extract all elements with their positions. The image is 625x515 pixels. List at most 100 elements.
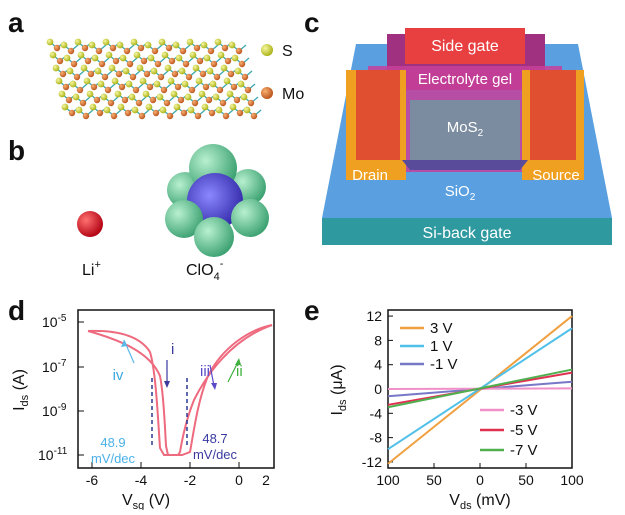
s-atom — [153, 80, 161, 88]
mo-atom — [107, 99, 115, 107]
mo-atom — [193, 44, 201, 52]
s-atom — [186, 38, 194, 46]
back-gate-front-face — [322, 218, 612, 245]
sio2-label: SiO2 — [445, 183, 476, 203]
transfer-curve-chart: 10-5 10-7 10-9 10-11 -6 -4 -2 0 2 Vsg (V… — [11, 309, 275, 512]
mo-atom — [160, 86, 168, 94]
s-atom — [139, 77, 147, 85]
mo-atom — [157, 73, 165, 81]
mo-atom — [208, 109, 216, 117]
s-atom — [198, 90, 206, 98]
mo-atom — [196, 57, 204, 65]
s-atom — [66, 67, 74, 75]
mo-atom — [191, 99, 199, 107]
s-atom — [226, 90, 234, 98]
mo-atom — [163, 99, 171, 107]
s-atom — [159, 106, 167, 114]
legend-label: -3 V — [510, 402, 538, 419]
oxygen-atom-icon — [231, 199, 269, 237]
oxygen-atom-icon — [165, 200, 203, 238]
legend-label: -1 V — [430, 356, 458, 373]
mo-atom — [95, 47, 103, 55]
mo-atom — [171, 70, 179, 78]
s-atom — [88, 41, 96, 49]
legend-label: -5 V — [510, 422, 538, 439]
mo-atom — [165, 44, 173, 52]
mo-atom — [182, 60, 190, 68]
electrolyte-gel-label: Electrolyte gel — [418, 71, 512, 88]
x-axis-ticks: 100 50 0 50 100 — [376, 463, 584, 488]
mo-atom — [188, 86, 196, 94]
sweep-label-i: i — [171, 341, 174, 358]
y-tick-label: -8 — [370, 430, 383, 446]
s-atom — [72, 93, 80, 101]
mo-atom — [213, 73, 221, 81]
s-atom — [217, 51, 225, 59]
y-tick-label: 8 — [374, 332, 382, 348]
mo-atom — [205, 96, 213, 104]
mo-atom — [84, 57, 92, 65]
s-atom — [89, 103, 97, 111]
mo-atom — [121, 96, 129, 104]
mo-atom — [152, 109, 160, 117]
s-atom — [178, 67, 186, 75]
y-tick-label: 10-7 — [42, 358, 67, 375]
s-atom — [117, 103, 125, 111]
mo-atom — [219, 99, 227, 107]
s-atom — [131, 106, 139, 114]
s-atom — [102, 38, 110, 46]
panel-label-b: b — [8, 135, 25, 166]
sweep-arrow-ii — [227, 361, 239, 383]
mo-atom — [140, 57, 148, 65]
mo-atom — [166, 112, 174, 120]
mo-atom — [70, 60, 78, 68]
lattice-legend: S Mo — [261, 43, 304, 103]
s-atom — [170, 90, 178, 98]
s-atom — [195, 77, 203, 85]
s-atom — [200, 41, 208, 49]
device-schematic: Si-back gate Side gate Electrolyte gel D… — [322, 28, 612, 245]
x-tick-label: 100 — [376, 472, 400, 488]
mos2-channel — [410, 100, 520, 160]
mo-atom — [224, 57, 232, 65]
s-atom — [181, 80, 189, 88]
mo-atom — [68, 109, 76, 117]
s-atom — [189, 51, 197, 59]
mo-atom — [185, 73, 193, 81]
s-atom — [63, 54, 71, 62]
s-atom — [94, 67, 102, 75]
s-atom — [60, 41, 68, 49]
clo4-ion-label: ClO4- — [186, 258, 224, 283]
mo-atom — [123, 47, 131, 55]
mo-atom — [244, 86, 252, 94]
s-atom — [55, 77, 63, 85]
ss-right-value: 48.7 — [202, 431, 227, 446]
mo-atom — [138, 112, 146, 120]
s-atom — [184, 93, 192, 101]
source-label: Source — [532, 167, 580, 184]
x-axis-title: Vds (mV) — [449, 492, 510, 510]
mo-atom — [168, 57, 176, 65]
s-atom — [234, 67, 242, 75]
s-atom — [158, 38, 166, 46]
perchlorate-ion-illustration: ClO4- — [165, 144, 269, 283]
series-line — [387, 368, 573, 409]
s-atom — [240, 93, 248, 101]
s-atom — [100, 93, 108, 101]
legend-label: 1 V — [430, 338, 453, 355]
mo-atom — [137, 44, 145, 52]
mo-atom — [154, 60, 162, 68]
mo-atom — [65, 96, 73, 104]
mo-atom — [124, 109, 132, 117]
s-atom — [142, 90, 150, 98]
x-tick-label: 0 — [235, 472, 243, 488]
mo-atom — [110, 112, 118, 120]
mo-atom — [194, 112, 202, 120]
li-atom-icon — [77, 211, 103, 237]
y-tick-label: -4 — [370, 405, 383, 421]
s-atom — [156, 93, 164, 101]
mos2-lattice-illustration — [46, 38, 262, 120]
mo-atom — [177, 96, 185, 104]
mo-atom — [235, 47, 243, 55]
transfer-curve-reverse — [87, 324, 273, 456]
